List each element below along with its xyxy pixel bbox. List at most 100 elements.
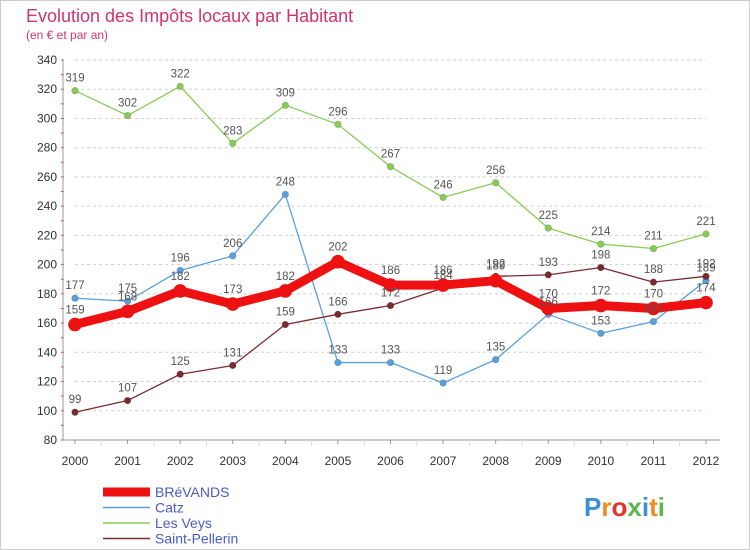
x-tick-label: 2006 (377, 454, 404, 468)
data-point (597, 240, 605, 248)
data-label: 221 (696, 216, 715, 228)
legend-label: Catz (155, 500, 184, 516)
data-label: 188 (644, 264, 663, 276)
data-label: 193 (539, 257, 558, 269)
data-label: 177 (65, 280, 84, 292)
data-point (331, 254, 345, 269)
data-point (646, 301, 661, 316)
logo-letter: i (642, 492, 649, 522)
data-label: 182 (171, 271, 190, 283)
legend-label: Les Veys (155, 515, 212, 531)
y-tick-label: 300 (37, 111, 57, 125)
data-label: 322 (171, 68, 190, 80)
data-point (594, 298, 608, 313)
data-label: 186 (381, 265, 400, 277)
x-tick-label: 2003 (219, 454, 246, 468)
data-label: 161 (644, 304, 663, 316)
y-tick-label: 260 (37, 170, 57, 184)
proxiti-logo: Proxiti (584, 492, 665, 522)
legend-item: BRéVANDS (103, 484, 229, 500)
data-label: 192 (486, 258, 505, 270)
y-tick-label: 340 (37, 53, 57, 67)
y-tick-label: 100 (37, 404, 57, 418)
y-tick-label: 160 (37, 316, 57, 330)
data-label: 211 (644, 231, 662, 243)
data-point (649, 318, 658, 326)
series-layer (68, 82, 713, 416)
x-tick-label: 2010 (587, 454, 614, 468)
data-point (225, 297, 240, 311)
data-label: 186 (433, 265, 452, 277)
data-label: 189 (696, 263, 715, 275)
data-label: 175 (118, 283, 137, 295)
data-point (488, 273, 503, 288)
data-label: 172 (381, 288, 400, 300)
logo-letter: x (627, 492, 642, 522)
data-label: 107 (118, 383, 137, 395)
y-tick-label: 220 (37, 228, 57, 242)
legend-item: Les Veys (103, 515, 212, 531)
data-point (544, 224, 552, 232)
series-les-veys (71, 82, 710, 253)
y-tick-label: 180 (37, 287, 57, 301)
data-point (281, 190, 289, 199)
data-point (383, 278, 398, 292)
data-point (386, 358, 395, 367)
data-point (173, 284, 187, 298)
x-tick-label: 2011 (641, 454, 667, 468)
data-label: 135 (486, 342, 505, 354)
chart-subtitle: (en € et par an) (26, 28, 108, 42)
y-tick-label: 240 (37, 199, 57, 213)
data-point (492, 356, 500, 364)
x-tick-label: 2001 (114, 454, 141, 468)
data-label: 196 (171, 252, 190, 264)
data-label: 133 (328, 345, 347, 357)
data-point (229, 252, 237, 260)
data-point (120, 304, 135, 319)
data-label: 206 (223, 238, 242, 250)
data-label: 198 (591, 250, 610, 262)
y-tick-label: 320 (37, 82, 57, 96)
logo-letter: r (601, 492, 611, 522)
series-catz (71, 190, 710, 387)
x-tick-label: 2000 (62, 454, 89, 468)
x-tick-label: 2012 (693, 454, 720, 468)
x-tick-label: 2007 (430, 454, 457, 468)
data-label: 214 (591, 226, 611, 238)
x-tick-label: 2002 (167, 454, 194, 468)
legend-item: Catz (103, 500, 184, 516)
data-label: 166 (328, 296, 347, 308)
data-point (71, 408, 79, 416)
data-label: 192 (696, 258, 715, 270)
data-point (699, 295, 713, 310)
data-point (439, 193, 447, 201)
data-label: 173 (223, 284, 242, 296)
logo-letter: t (649, 492, 658, 522)
logo-letter: o (611, 492, 627, 522)
x-tick-label: 2009 (535, 454, 562, 468)
x-tick-label: 2008 (482, 454, 509, 468)
data-label: 302 (118, 98, 137, 110)
data-point (541, 301, 556, 316)
data-label: 319 (65, 73, 84, 85)
data-label: 296 (328, 106, 347, 118)
data-point (436, 278, 450, 292)
data-label: 248 (276, 176, 295, 188)
data-label: 246 (433, 179, 452, 191)
data-label: 125 (171, 356, 190, 368)
data-point (702, 230, 710, 238)
data-label: 189 (486, 261, 505, 273)
data-point (229, 361, 237, 370)
data-label: 166 (539, 296, 558, 308)
data-point (702, 272, 710, 280)
data-point (278, 284, 293, 298)
legend-label: BRéVANDS (155, 484, 229, 500)
data-point (649, 278, 658, 286)
legend-item: Saint-Pellerin (103, 531, 238, 547)
data-label: 182 (276, 271, 295, 283)
data-point (229, 139, 237, 147)
data-point (176, 266, 184, 275)
data-point (281, 320, 289, 329)
